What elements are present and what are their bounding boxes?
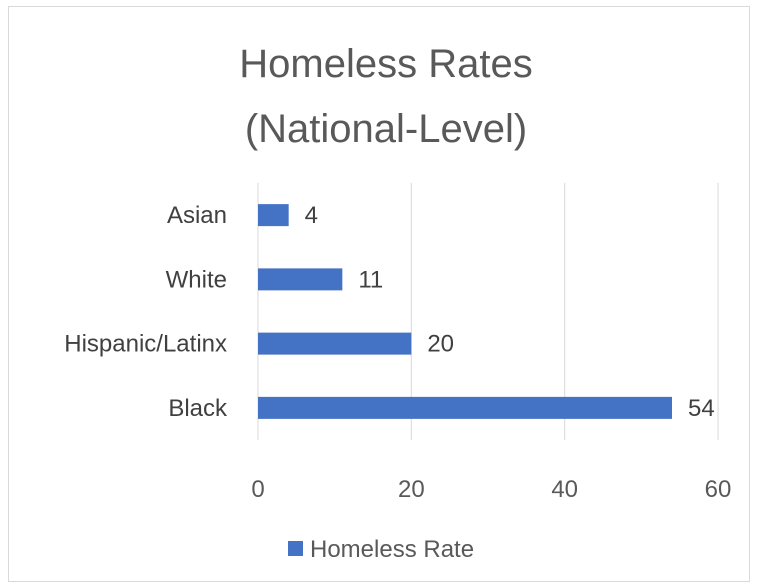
data-label-0: 4 (305, 202, 318, 229)
category-label-2: Hispanic/Latinx (64, 331, 227, 358)
category-label-0: Asian (167, 202, 227, 229)
bar-black[interactable] (258, 396, 672, 419)
x-tick-label-0: 0 (251, 476, 264, 503)
chart-title-line-1: Homeless Rates (239, 42, 532, 86)
category-label-3: Black (168, 395, 228, 422)
data-label-1: 11 (358, 266, 383, 293)
chart-area (8, 6, 750, 582)
x-tick-label-1: 20 (398, 476, 425, 503)
chart-title-line-2: (National-Level) (245, 107, 527, 151)
legend[interactable]: Homeless Rate (288, 536, 474, 563)
legend-swatch (288, 541, 303, 556)
x-axis-ticks: 0 20 40 60 (251, 476, 731, 503)
bar-hispanic-latinx[interactable] (258, 332, 412, 355)
bar-white[interactable] (258, 268, 343, 291)
category-label-1: White (166, 266, 227, 293)
bars-group (258, 204, 672, 419)
x-tick-label-2: 40 (551, 476, 578, 503)
data-label-2: 20 (427, 331, 454, 358)
legend-label: Homeless Rate (310, 536, 474, 563)
x-tick-label-3: 60 (705, 476, 732, 503)
bar-asian[interactable] (258, 204, 289, 227)
category-labels: Asian White Hispanic/Latinx Black (64, 202, 228, 422)
data-label-3: 54 (688, 395, 715, 422)
data-labels: 4 11 20 54 (305, 202, 715, 422)
